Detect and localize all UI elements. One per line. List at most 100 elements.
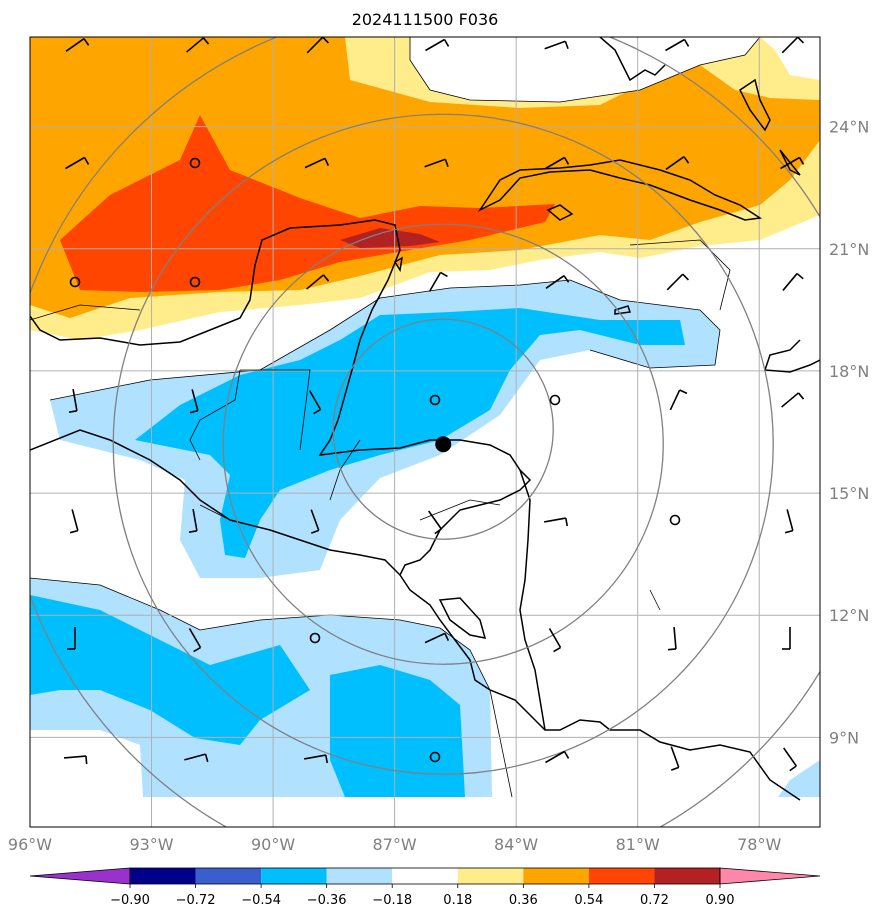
wind-barb-staff — [669, 389, 681, 411]
lat-tick-labels: 24°N 21°N 18°N 15°N 12°N 9°N — [829, 118, 869, 748]
wind-barb-flag — [322, 37, 330, 44]
wind-barb-flag — [797, 37, 805, 44]
lon-tick-label: 93°W — [129, 835, 173, 854]
colorbar-segment — [195, 868, 262, 884]
wind-barb — [780, 156, 805, 170]
colorbar-tick-label: 0.54 — [574, 893, 603, 908]
wind-barb — [186, 37, 210, 53]
wind-barb-staff — [304, 754, 326, 760]
wind-barb-staff — [548, 628, 562, 648]
wind-barb-flag — [69, 529, 79, 534]
wind-barb-staff — [192, 509, 198, 531]
wind-barb-staff — [71, 509, 79, 531]
calm-wind-circle — [69, 276, 81, 288]
colorbar-tick-label: 0.72 — [640, 893, 669, 908]
wind-barb-staff — [545, 275, 565, 289]
wind-barb — [665, 38, 690, 52]
wind-barb-flag — [667, 648, 677, 651]
range-ring — [112, 113, 774, 775]
wind-barb-staff — [670, 746, 680, 768]
wind-barb-flag — [564, 40, 569, 50]
wind-barb-flag — [679, 389, 688, 395]
wind-barb-flag — [313, 408, 321, 415]
range-ring — [222, 223, 664, 665]
wind-barb-flag — [440, 271, 448, 278]
wind-barb-staff — [186, 37, 204, 53]
colorbar-tick-label: −0.72 — [176, 893, 216, 908]
colorbar-tick-label: −0.54 — [241, 893, 281, 908]
wind-barb — [304, 157, 330, 169]
wind-barb-flag — [83, 157, 90, 165]
wind-barb-staff — [666, 273, 684, 291]
wind-barb — [784, 509, 794, 534]
wind-barb — [308, 390, 322, 415]
wind-barb-flag — [797, 392, 805, 400]
wind-barb — [188, 509, 198, 534]
wind-barb-flag — [683, 39, 690, 47]
wind-barb — [306, 274, 330, 290]
wind-barbs — [63, 37, 805, 772]
wind-barb — [665, 156, 690, 170]
wind-barb-staff — [665, 156, 685, 170]
wind-barb-flag — [204, 753, 209, 763]
lon-tick-label: 81°W — [616, 835, 660, 854]
colorbar-extend-low — [29, 867, 131, 885]
wind-barb-flag — [789, 765, 797, 772]
coastlines — [30, 37, 820, 801]
wind-barb-flag — [193, 646, 201, 653]
wind-barb-staff — [425, 38, 445, 52]
graticule — [30, 37, 820, 827]
colorbar: −0.90 −0.72 −0.54 −0.36 −0.18 0.18 0.36 0.54 0.7… — [29, 867, 821, 908]
wind-barb-staff — [63, 755, 87, 759]
colorbar-segment — [523, 868, 589, 884]
wind-barb-staff — [424, 158, 446, 168]
wind-barb-staff — [428, 510, 442, 530]
wind-barb-flag — [565, 517, 569, 527]
range-ring — [332, 318, 554, 540]
lon-tick-label: 84°W — [494, 835, 538, 854]
wind-barb — [545, 156, 570, 170]
wind-barb-flag — [325, 754, 329, 764]
wind-barb-flag — [796, 272, 804, 280]
wind-barb — [545, 750, 570, 764]
wind-barb — [69, 509, 79, 534]
wind-barb — [666, 273, 690, 291]
wind-barb-flag — [444, 158, 449, 168]
wind-barb-staff — [188, 628, 202, 648]
lon-tick-labels: 96°W 93°W 90°W 87°W 84°W 81°W 78°W — [8, 835, 782, 854]
wind-barb-staff — [545, 156, 565, 170]
wind-barb-staff — [544, 40, 566, 50]
wind-barb-staff — [665, 38, 685, 52]
colorbar-tick-label: 0.36 — [509, 893, 538, 908]
wind-barb-staff — [673, 626, 677, 650]
colorbar-frame — [129, 867, 721, 885]
lat-tick-label: 15°N — [829, 484, 869, 503]
wind-barb-staff — [424, 632, 446, 644]
colorbar-segment — [588, 868, 655, 884]
wind-barb-flag — [310, 529, 320, 534]
wind-barb — [782, 272, 804, 291]
field-dark-red — [340, 228, 440, 248]
lon-tick-label: 78°W — [737, 835, 781, 854]
field-red-orange — [60, 115, 555, 292]
wind-barb — [670, 746, 680, 771]
wind-barb-flag — [68, 410, 78, 414]
wind-barb — [781, 37, 805, 54]
wind-barb — [306, 37, 330, 54]
wind-barb-flag — [553, 646, 561, 653]
wind-barb-staff — [306, 37, 324, 54]
wind-barb-flag — [322, 274, 330, 282]
wind-barb-flag — [85, 755, 88, 765]
calm-wind-circle — [189, 157, 201, 169]
wind-barb — [189, 389, 199, 414]
wind-barb — [544, 40, 569, 50]
wind-barb-flag — [682, 273, 690, 281]
wind-barb-staff — [304, 157, 326, 169]
wind-barb-flag — [683, 156, 690, 164]
wind-barb-flag — [563, 157, 570, 165]
wind-barb-flag — [798, 157, 805, 165]
lat-tick-label: 9°N — [829, 728, 859, 747]
wind-barb-flag — [563, 275, 570, 283]
wind-barb-flag — [784, 529, 794, 534]
